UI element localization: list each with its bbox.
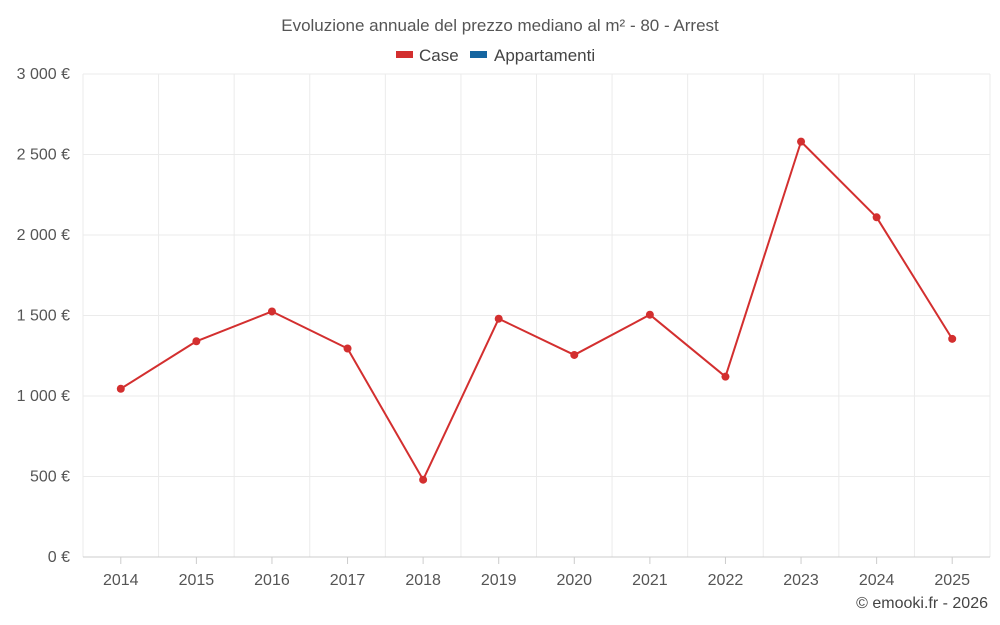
data-point-2017[interactable] bbox=[343, 344, 352, 353]
legend: Case Appartamenti bbox=[396, 46, 595, 65]
x-tick-label: 2014 bbox=[103, 572, 139, 589]
series-line-case bbox=[120, 140, 954, 481]
legend-label-0[interactable]: Case bbox=[419, 46, 459, 65]
y-tick-label: 0 € bbox=[48, 549, 70, 566]
y-tick-label: 2 500 € bbox=[17, 147, 70, 164]
data-point-2023[interactable] bbox=[797, 137, 806, 146]
x-tick-label: 2021 bbox=[632, 572, 668, 589]
data-point-2015[interactable] bbox=[192, 337, 201, 346]
credit-text: © emooki.fr - 2026 bbox=[856, 595, 988, 612]
data-point-2022[interactable] bbox=[721, 372, 730, 381]
chart-title: Evoluzione annuale del prezzo mediano al… bbox=[281, 16, 719, 35]
y-tick-label: 1 500 € bbox=[17, 308, 70, 325]
x-axis-labels: 2014 2015 2016 2017 2018 2019 2020 2021 2022 2023… bbox=[103, 557, 970, 589]
x-tick-label: 2015 bbox=[179, 572, 215, 589]
x-tick-label: 2022 bbox=[708, 572, 744, 589]
data-point-2025[interactable] bbox=[948, 334, 957, 343]
y-tick-label: 1 000 € bbox=[17, 388, 70, 405]
x-tick-label: 2017 bbox=[330, 572, 366, 589]
legend-swatch-1[interactable] bbox=[470, 51, 487, 58]
series-group bbox=[116, 137, 957, 484]
x-tick-label: 2024 bbox=[859, 572, 895, 589]
x-tick-label: 2019 bbox=[481, 572, 517, 589]
y-tick-label: 500 € bbox=[30, 469, 70, 486]
x-tick-label: 2025 bbox=[934, 572, 970, 589]
x-tick-label: 2023 bbox=[783, 572, 819, 589]
data-point-2024[interactable] bbox=[872, 213, 881, 222]
x-tick-label: 2020 bbox=[556, 572, 592, 589]
data-point-2020[interactable] bbox=[570, 350, 579, 359]
legend-swatch-0[interactable] bbox=[396, 51, 413, 58]
x-tick-label: 2016 bbox=[254, 572, 290, 589]
y-tick-label: 2 000 € bbox=[17, 227, 70, 244]
y-tick-label: 3 000 € bbox=[17, 66, 70, 83]
data-point-2018[interactable] bbox=[419, 475, 428, 484]
data-point-2014[interactable] bbox=[116, 384, 125, 393]
x-tick-label: 2018 bbox=[405, 572, 441, 589]
data-point-2016[interactable] bbox=[267, 307, 276, 316]
data-point-2021[interactable] bbox=[645, 310, 654, 319]
data-point-2019[interactable] bbox=[494, 314, 503, 323]
legend-label-1[interactable]: Appartamenti bbox=[494, 46, 595, 65]
y-axis-labels: 0 € 500 € 1 000 € 1 500 € 2 000 € 2 500 € 3 00… bbox=[17, 66, 70, 566]
x-gridlines bbox=[82, 74, 991, 557]
